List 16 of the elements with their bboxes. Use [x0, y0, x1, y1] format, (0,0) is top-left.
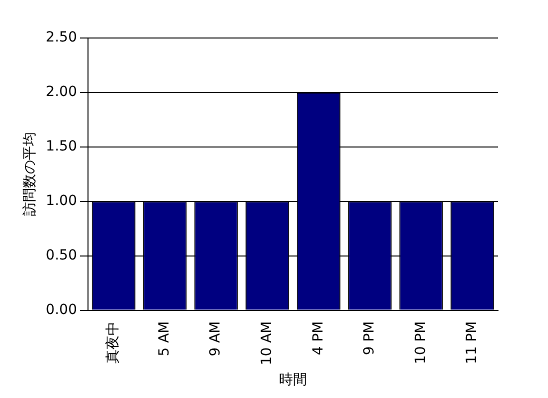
y-axis-title: 訪問数の平均 [22, 132, 38, 216]
x-tick-label: 9 AM [208, 321, 224, 356]
y-tick-label: 0.50 [46, 247, 77, 264]
y-tick-label: 1.00 [46, 193, 77, 210]
x-tick-label: 4 PM [310, 321, 326, 356]
y-tick-label: 0.00 [46, 302, 77, 318]
x-tick-label: 5 AM [156, 321, 172, 356]
x-axis-title: 時間 [278, 372, 307, 388]
x-tick-label: 9 PM [362, 321, 378, 356]
x-tick-label: 10 PM [412, 321, 429, 364]
x-tick-label: 真夜中 [105, 321, 122, 364]
x-tick-label: 11 PM [464, 321, 480, 364]
y-tick-label: 2.50 [46, 30, 77, 46]
x-tick-label: 10 AM [259, 321, 275, 366]
y-tick-label: 1.50 [46, 138, 77, 155]
y-tick-label: 2.00 [46, 84, 77, 100]
